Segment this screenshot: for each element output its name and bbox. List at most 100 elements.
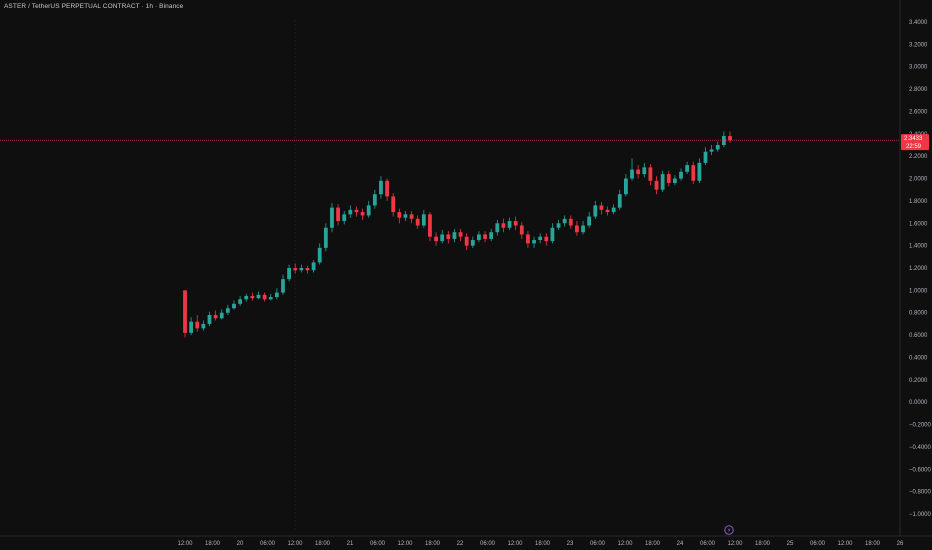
candle [477, 231, 481, 243]
candle [421, 209, 426, 228]
candle-body [538, 236, 543, 241]
candle-body [366, 205, 371, 216]
candle-body [691, 165, 696, 181]
candle [519, 222, 524, 239]
price-tick-label: −1.0000 [909, 512, 932, 518]
time-tick-label: 21 [347, 541, 354, 547]
price-tick-label: 2.6000 [909, 109, 928, 115]
candle [587, 212, 592, 228]
candle [428, 212, 432, 242]
candle-body [556, 223, 561, 228]
candle-body [587, 216, 592, 226]
candle [550, 223, 555, 244]
candle-body [293, 268, 298, 271]
candle-body [183, 290, 187, 333]
candle [721, 131, 726, 148]
candle-body [507, 221, 512, 228]
candle-body [483, 234, 487, 239]
candle [274, 288, 279, 300]
candle-body [477, 234, 481, 241]
lightning-bolt-icon[interactable] [724, 525, 734, 535]
candle-body [244, 295, 249, 300]
candle-body [617, 194, 622, 208]
time-tick-label: 12:00 [397, 541, 413, 547]
candle-body [287, 268, 291, 280]
candle [207, 311, 212, 327]
time-tick-label: 18:00 [535, 541, 551, 547]
candle [728, 131, 732, 143]
candle [281, 274, 285, 295]
candle [679, 168, 683, 181]
candle [299, 264, 304, 273]
candle [238, 295, 243, 307]
candle [342, 210, 347, 225]
time-tick-label: 26 [897, 541, 904, 547]
candle-body [728, 136, 732, 141]
candle [262, 292, 267, 302]
price-tick-label: −0.6000 [909, 467, 932, 473]
time-tick-label: 18:00 [865, 541, 881, 547]
price-tick-label: 0.8000 [909, 311, 928, 317]
candle [397, 208, 402, 224]
candle [568, 215, 573, 229]
time-tick-label: 12:00 [617, 541, 633, 547]
candle-body [642, 167, 647, 175]
candle-body [721, 136, 726, 145]
candle [305, 265, 310, 274]
time-tick-label: 18:00 [755, 541, 771, 547]
candle [630, 158, 634, 181]
candle [642, 162, 647, 178]
candle-body [648, 167, 653, 181]
candle [703, 147, 708, 166]
candles-layer [183, 131, 732, 338]
time-axis[interactable]: 12:00 18:00 20 06:00 12:00 18:00 21 06:00 12:00 1… [177, 541, 904, 547]
candle-body [268, 297, 273, 300]
candle [685, 161, 690, 175]
candle-body [225, 308, 230, 313]
candle-body [666, 174, 671, 184]
candle [648, 164, 653, 186]
candle [513, 216, 518, 230]
candle-body [697, 162, 702, 181]
candle-body [458, 232, 463, 237]
time-tick-label: 22 [457, 541, 464, 547]
candle [593, 200, 598, 219]
candle-body [624, 178, 628, 195]
candle-body [415, 218, 420, 226]
price-tick-label: 1.4000 [909, 244, 928, 250]
price-tick-label: 1.8000 [909, 199, 928, 205]
candle-body [403, 214, 408, 218]
candle-body [434, 236, 438, 242]
candle [183, 290, 187, 338]
event-marker[interactable] [724, 525, 734, 535]
candle [317, 243, 322, 265]
candle-body [219, 312, 224, 319]
candle-body [342, 214, 347, 222]
candle-body [568, 218, 573, 226]
candle [256, 291, 261, 300]
candle [232, 300, 236, 310]
candle-body [660, 174, 665, 190]
price-axis[interactable]: 3.40003.20003.00002.80002.60002.40002.20… [909, 20, 932, 518]
candle-body [360, 212, 365, 216]
time-tick-label: 06:00 [810, 541, 826, 547]
candle-body [562, 218, 567, 224]
candle [268, 293, 273, 301]
candle-body [703, 151, 708, 163]
candle [201, 320, 206, 331]
candle [483, 231, 487, 243]
candle [715, 141, 720, 152]
candle [250, 292, 255, 301]
candle [556, 219, 561, 230]
candle-body [379, 180, 383, 195]
price-tick-label: 3.0000 [909, 65, 928, 71]
candle [446, 231, 451, 244]
time-tick-label: 18:00 [315, 541, 331, 547]
chart-title: ASTER / TetherUS PERPETUAL CONTRACT · 1h… [4, 3, 184, 10]
price-tick-label: 2.0000 [909, 177, 928, 183]
candle-body [207, 314, 212, 324]
price-tick-label: 1.0000 [909, 288, 928, 294]
time-tick-label: 18:00 [425, 541, 441, 547]
candle [526, 231, 530, 248]
